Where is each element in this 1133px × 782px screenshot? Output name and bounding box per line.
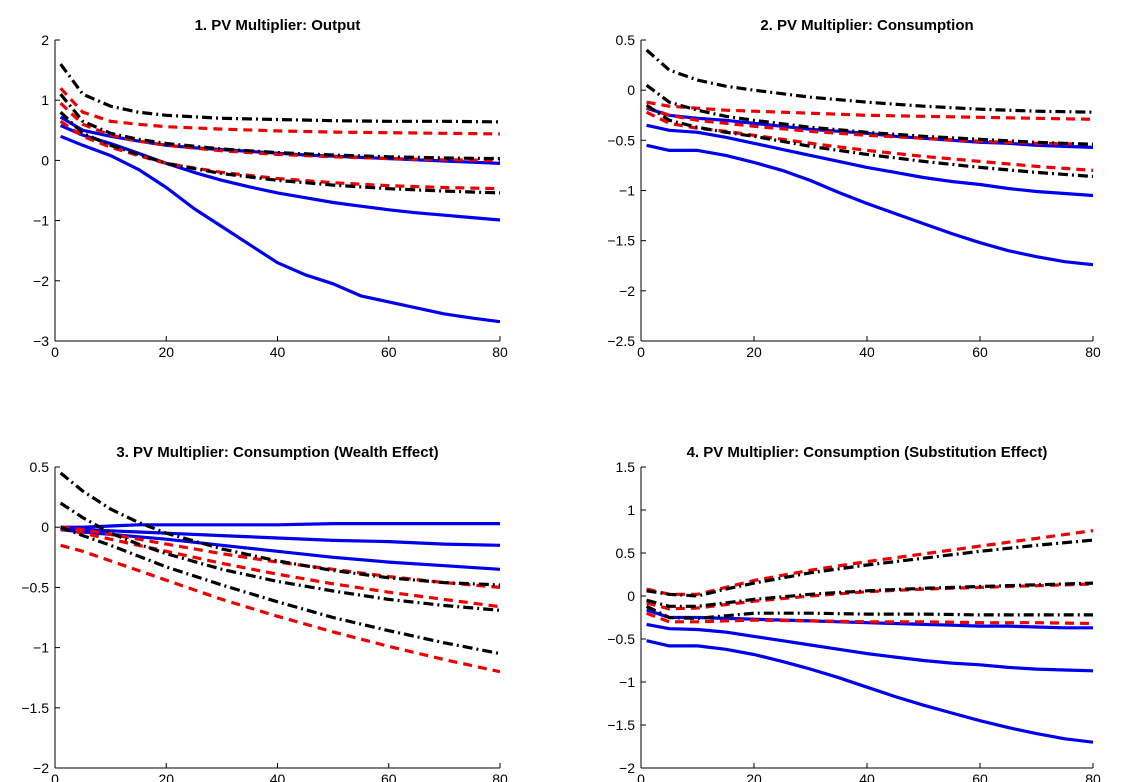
series-line-dashdot — [645, 604, 1093, 620]
y-tick-label: 0 — [627, 588, 635, 604]
series-group — [59, 471, 500, 674]
y-tick-label: 1 — [41, 92, 49, 108]
x-tick-label: 80 — [1085, 344, 1101, 360]
series-line-solid — [59, 134, 500, 324]
series-line-solid — [646, 608, 1093, 630]
x-tick-label: 0 — [51, 344, 59, 360]
series-line-dashed — [646, 105, 1093, 146]
y-tick-label: −3 — [33, 333, 49, 349]
x-tick-label: 40 — [270, 771, 286, 782]
chart-panel-1: 1. PV Multiplier: Output 0 20 40 60 80 −3 −2 −1 0… — [33, 17, 508, 360]
y-tick-label: 2 — [41, 32, 49, 48]
series-line-solid — [646, 639, 1093, 744]
y-tick-label: −2 — [619, 283, 635, 299]
x-tick-label: 60 — [381, 344, 397, 360]
series-line-dashdot — [60, 525, 500, 656]
series-line-dashdot — [59, 111, 500, 195]
y-tick-label: 0 — [627, 82, 635, 98]
y-tick-label: −2 — [33, 273, 49, 289]
series-line-dashdot — [646, 538, 1093, 598]
x-tick-label: 40 — [270, 344, 286, 360]
series-line-solid — [60, 528, 500, 571]
series-line-dashdot — [645, 103, 1093, 179]
x-tick-label: 20 — [746, 771, 762, 782]
panel-title: 1. PV Multiplier: Output — [195, 17, 361, 34]
y-tick-label: 1.5 — [616, 459, 636, 475]
series-line-dashed — [645, 110, 1093, 172]
y-tick-label: 0 — [41, 152, 49, 168]
panel-title: 4. PV Multiplier: Consumption (Substitut… — [687, 444, 1048, 461]
panel-title: 2. PV Multiplier: Consumption — [760, 17, 973, 34]
y-tick-label: −1.5 — [21, 700, 49, 716]
y-tick-label: 0 — [41, 519, 49, 535]
x-tick-label: 80 — [1085, 771, 1101, 782]
series-line-solid — [646, 123, 1093, 198]
y-tick-label: −0.5 — [21, 579, 49, 595]
series-line-dashdot — [59, 93, 500, 161]
series-line-dashed — [646, 611, 1093, 626]
series-line-solid — [60, 526, 500, 547]
x-tick-label: 0 — [637, 771, 645, 782]
x-tick-label: 60 — [381, 771, 397, 782]
series-line-dashdot — [59, 501, 500, 612]
x-tick-label: 20 — [158, 771, 174, 782]
series-line-dashed — [59, 87, 500, 136]
series-line-dashed — [59, 102, 500, 162]
y-tick-label: 0.5 — [616, 32, 636, 48]
series-line-solid — [59, 124, 500, 222]
y-tick-label: −1.5 — [607, 717, 635, 733]
x-tick-label: 0 — [637, 344, 645, 360]
y-tick-label: −1 — [619, 183, 635, 199]
x-tick-label: 20 — [158, 344, 174, 360]
chart-panel-4: 4. PV Multiplier: Consumption (Substitut… — [607, 444, 1101, 782]
series-line-dashed — [646, 529, 1093, 596]
y-tick-label: 1 — [627, 502, 635, 518]
y-tick-label: 0.5 — [30, 459, 50, 475]
y-tick-label: −2 — [33, 760, 49, 776]
series-line-dashdot — [59, 63, 500, 124]
y-tick-label: −1 — [33, 640, 49, 656]
series-line-solid — [646, 143, 1093, 267]
panel-title: 3. PV Multiplier: Consumption (Wealth Ef… — [116, 444, 438, 461]
y-tick-label: −0.5 — [607, 132, 635, 148]
y-tick-label: −2.5 — [607, 333, 635, 349]
series-line-dashdot — [59, 471, 500, 587]
series-line-dashdot — [646, 581, 1093, 608]
x-tick-label: 40 — [859, 344, 875, 360]
x-tick-label: 60 — [972, 771, 988, 782]
series-line-dashed — [60, 526, 500, 609]
y-tick-label: −2 — [619, 760, 635, 776]
series-line-dashed — [646, 582, 1093, 611]
series-group — [59, 63, 500, 324]
series-group — [645, 529, 1093, 744]
y-tick-label: −0.5 — [607, 631, 635, 647]
y-tick-label: −1 — [619, 674, 635, 690]
x-tick-label: 80 — [492, 771, 508, 782]
y-tick-label: −1.5 — [607, 233, 635, 249]
series-line-solid — [60, 522, 500, 529]
series-group — [645, 48, 1093, 267]
series-line-dashdot — [645, 48, 1093, 114]
x-tick-label: 0 — [51, 771, 59, 782]
x-tick-label: 20 — [746, 344, 762, 360]
series-line-dashed — [60, 525, 500, 589]
y-tick-label: 0.5 — [616, 545, 636, 561]
series-line-dashed — [60, 543, 500, 674]
series-line-dashed — [646, 100, 1093, 121]
x-tick-label: 80 — [492, 344, 508, 360]
series-line-solid — [646, 622, 1093, 673]
chart-panel-2: 2. PV Multiplier: Consumption 0 20 40 60 80 −2… — [607, 17, 1101, 360]
x-tick-label: 60 — [972, 344, 988, 360]
chart-panel-3: 3. PV Multiplier: Consumption (Wealth Ef… — [21, 444, 508, 782]
y-tick-label: −1 — [33, 213, 49, 229]
x-tick-label: 40 — [859, 771, 875, 782]
series-line-dashdot — [645, 83, 1093, 146]
